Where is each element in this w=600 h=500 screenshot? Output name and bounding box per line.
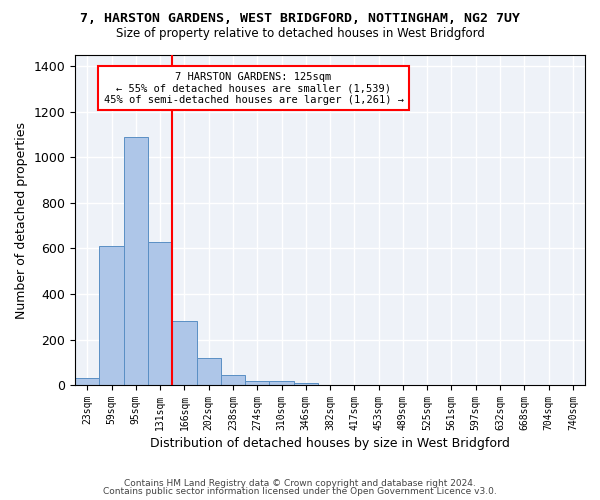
Bar [100, 246, 124, 385]
Text: Contains public sector information licensed under the Open Government Licence v3: Contains public sector information licen… [103, 487, 497, 496]
Text: 7, HARSTON GARDENS, WEST BRIDGFORD, NOTTINGHAM, NG2 7UY: 7, HARSTON GARDENS, WEST BRIDGFORD, NOTT… [80, 12, 520, 26]
Bar [75, 378, 100, 385]
Text: Size of property relative to detached houses in West Bridgford: Size of property relative to detached ho… [116, 28, 484, 40]
Bar [197, 358, 221, 385]
Bar [293, 383, 318, 385]
Text: Contains HM Land Registry data © Crown copyright and database right 2024.: Contains HM Land Registry data © Crown c… [124, 478, 476, 488]
Bar [221, 375, 245, 385]
Y-axis label: Number of detached properties: Number of detached properties [15, 122, 28, 318]
Bar [124, 137, 148, 385]
X-axis label: Distribution of detached houses by size in West Bridgford: Distribution of detached houses by size … [150, 437, 510, 450]
Bar [172, 322, 197, 385]
Bar [148, 242, 172, 385]
Bar [269, 380, 293, 385]
Bar [245, 380, 269, 385]
Text: 7 HARSTON GARDENS: 125sqm
← 55% of detached houses are smaller (1,539)
45% of se: 7 HARSTON GARDENS: 125sqm ← 55% of detac… [104, 72, 404, 104]
